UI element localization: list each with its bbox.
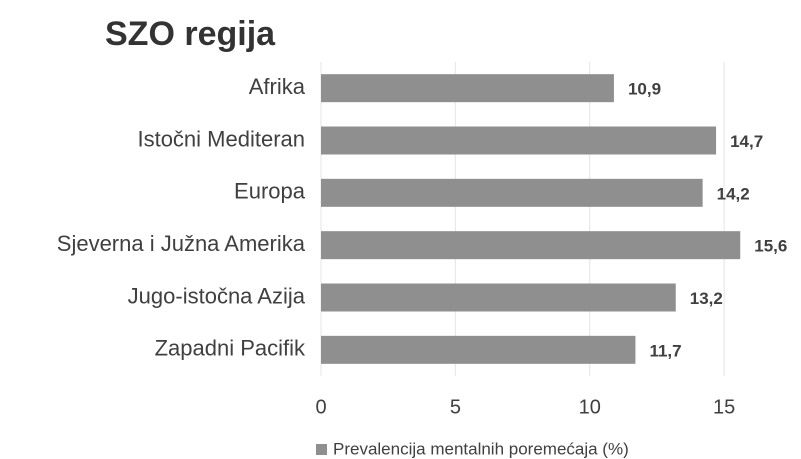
value-label: 13,2 [690, 289, 723, 308]
legend-label: Prevalencija mentalnih poremećaja (%) [333, 439, 629, 458]
legend-swatch [316, 444, 327, 455]
value-label: 14,2 [717, 184, 750, 203]
value-label: 14,7 [730, 132, 763, 151]
bar [321, 74, 614, 103]
bar [321, 283, 676, 312]
y-tick-label: Jugo-istočna Azija [128, 283, 306, 308]
y-tick-label: Zapadni Pacifik [155, 336, 306, 361]
value-label: 11,7 [649, 341, 681, 360]
x-tick-label: 0 [315, 396, 326, 418]
bar [321, 126, 717, 155]
x-tick-label: 15 [713, 396, 735, 418]
bar [321, 178, 703, 207]
y-tick-label: Sjeverna i Južna Amerika [57, 231, 306, 256]
y-tick-label: Afrika [249, 74, 306, 99]
x-tick-label: 5 [450, 396, 461, 418]
x-tick-label: 10 [579, 396, 601, 418]
y-tick-label: Istočni Mediteran [137, 126, 305, 151]
value-label: 15,6 [754, 237, 787, 256]
y-tick-label: Europa [234, 179, 306, 204]
chart-title: SZO regija [105, 15, 276, 53]
value-label: 10,9 [628, 80, 661, 99]
bar [321, 231, 741, 260]
bar [321, 335, 636, 364]
